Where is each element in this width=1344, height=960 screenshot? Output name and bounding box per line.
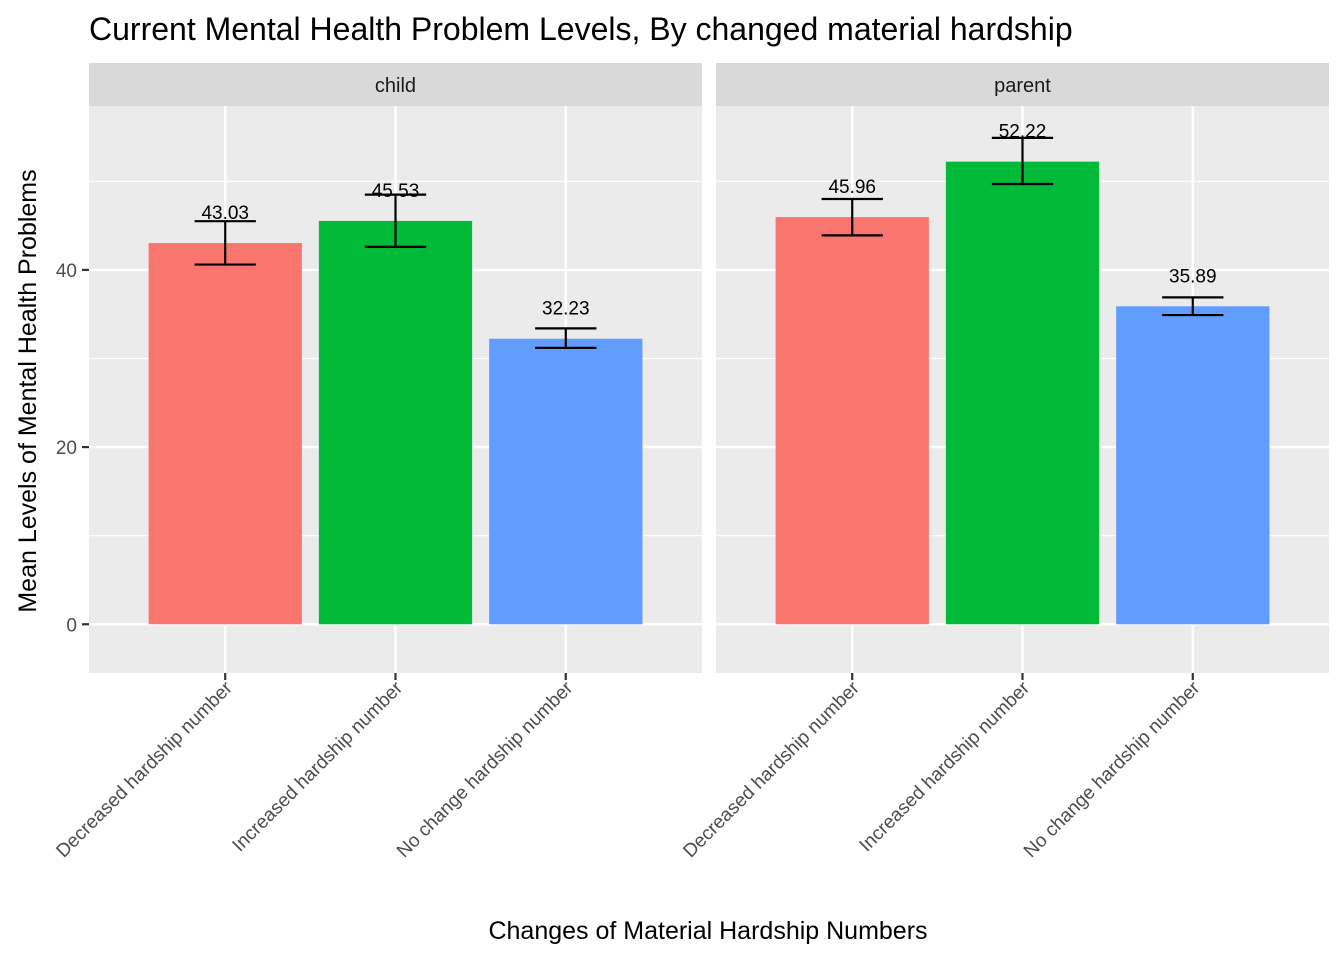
bar-parent-1 [775, 217, 929, 625]
x-axis-title: Changes of Material Hardship Numbers [488, 917, 927, 945]
facet-panel-parent: parent 45.96 52.22 35.89 Decreased hardship … [679, 63, 1329, 862]
y-tick-label: 40 [56, 261, 77, 282]
y-axis-title: Mean Levels of Mental Health Problems [14, 169, 42, 612]
error-bar [1162, 296, 1224, 317]
y-tick-label: 0 [66, 615, 77, 636]
facet-strip [716, 63, 1329, 106]
x-tick-label: No change hardship number [1020, 677, 1205, 862]
y-axis: 0 20 40 [56, 261, 89, 636]
error-bar [991, 136, 1054, 186]
y-tick-label: 20 [56, 438, 77, 459]
x-tick-label: Decreased hardship number [679, 677, 864, 862]
error-bar [535, 327, 597, 349]
x-tick-label: No change hardship number [393, 677, 578, 862]
facet-strip [89, 63, 702, 106]
value-label: 45.53 [372, 181, 420, 202]
x-tick-label: Increased hardship number [856, 677, 1035, 856]
error-bar [364, 193, 427, 248]
value-label: 45.96 [828, 177, 876, 198]
bar-child-1 [148, 243, 302, 625]
chart-title: Current Mental Health Problem Levels, By… [89, 11, 1073, 47]
error-bar [821, 197, 883, 237]
facet-strip-label: child [375, 75, 416, 97]
facet-panel-child: child 43.03 45.53 32.23 Decreased hardship n… [52, 63, 702, 862]
value-label: 52.22 [999, 122, 1047, 143]
value-label: 35.89 [1169, 266, 1217, 287]
x-tick-label: Increased hardship number [229, 677, 408, 856]
bar-parent-3 [1116, 306, 1270, 625]
x-tick-label: Decreased hardship number [52, 677, 237, 862]
facet-strip-label: parent [994, 75, 1051, 97]
value-label: 32.23 [542, 299, 590, 320]
bar-child-2 [318, 220, 473, 625]
value-label: 43.03 [201, 203, 249, 224]
error-bar [194, 220, 256, 266]
bar-child-3 [489, 338, 643, 625]
bar-parent-2 [945, 161, 1100, 625]
facets: child 43.03 45.53 32.23 Decreased hardship n… [52, 63, 1329, 862]
